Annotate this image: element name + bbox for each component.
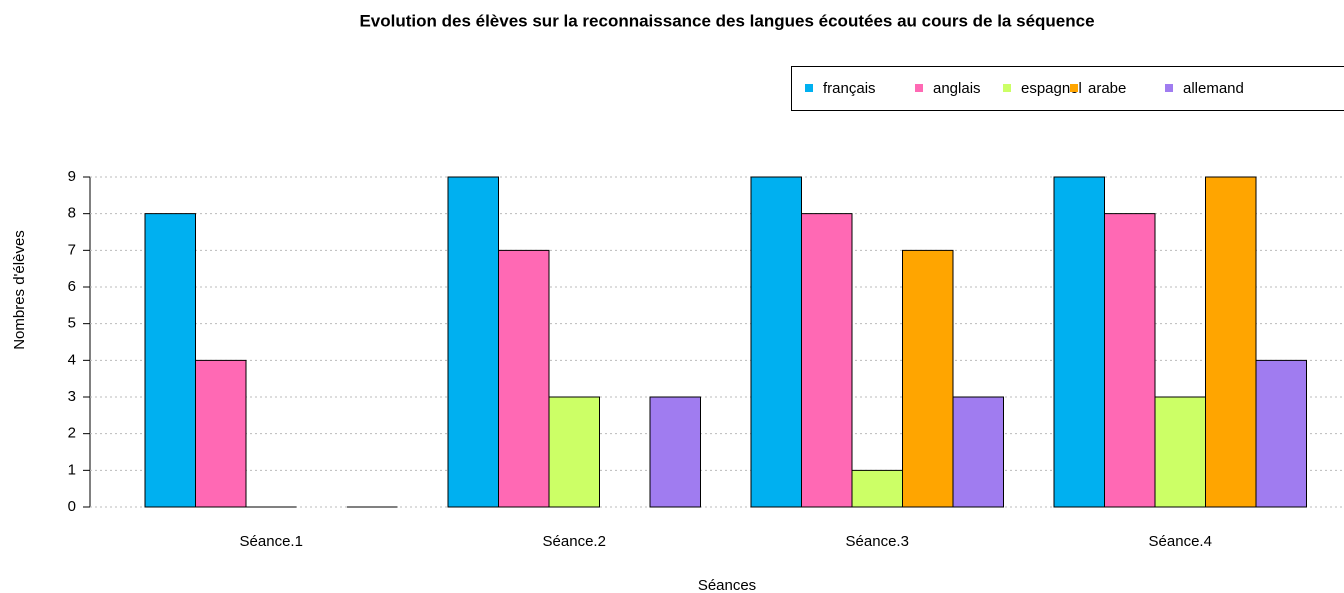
y-tick-label: 4 [68,351,76,368]
y-tick-label: 2 [68,425,76,442]
legend-swatch [805,84,813,92]
bar [952,396,1004,508]
bar [195,359,247,508]
legend-label: arabe [1088,80,1126,97]
legend-label: français [823,80,876,97]
x-tick-label: Séance.1 [240,533,303,550]
legend-label: espagnol [1021,80,1082,97]
y-tick-label: 3 [68,388,76,405]
legend-label: anglais [933,80,981,97]
bar [851,469,903,508]
legend-swatch [1003,84,1011,92]
bar [144,213,196,508]
y-axis-label: Nombres d'élèves [11,230,28,350]
bar [1205,176,1257,508]
chart-title: Evolution des élèves sur la reconnaissan… [359,11,1094,30]
x-tick-label: Séance.3 [846,533,909,550]
y-tick-label: 9 [68,168,76,185]
x-axis-label: Séances [698,577,756,593]
bar [1154,396,1206,508]
y-tick-label: 6 [68,278,76,295]
bar [1255,359,1307,508]
bar [1053,176,1105,508]
y-tick-label: 7 [68,241,76,258]
y-tick-label: 1 [68,461,76,478]
bar [1104,213,1156,508]
y-tick-label: 8 [68,205,76,222]
bar [750,176,802,508]
bar [498,249,550,508]
legend-label: allemand [1183,80,1244,97]
bar [649,396,701,508]
legend-swatch [1165,84,1173,92]
y-tick-label: 0 [68,498,76,515]
legend-swatch [915,84,923,92]
x-tick-label: Séance.2 [543,533,606,550]
y-tick-label: 5 [68,315,76,332]
bar [447,176,499,508]
bar [548,396,600,508]
bar [902,249,954,508]
x-tick-label: Séance.4 [1149,533,1212,550]
legend-swatch [1070,84,1078,92]
legend-box [791,66,1344,111]
bar [801,213,853,508]
